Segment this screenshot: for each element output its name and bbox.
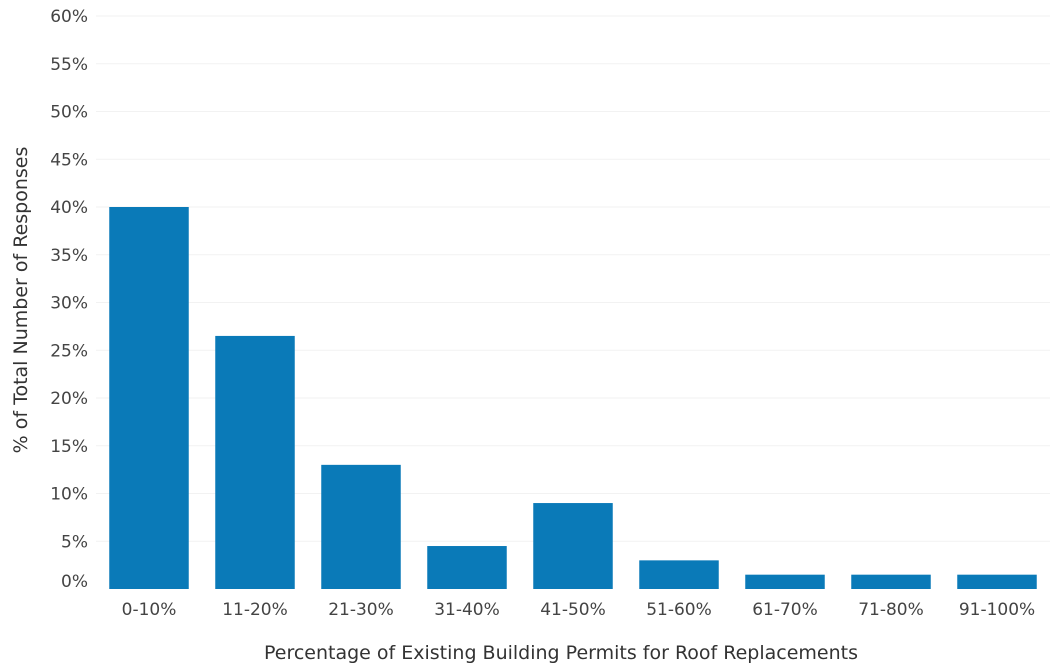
x-tick-label: 71-80% — [858, 600, 924, 620]
y-tick-label: 5% — [61, 532, 88, 552]
bar — [533, 503, 613, 589]
y-tick-label: 20% — [50, 389, 88, 409]
y-tick-label: 15% — [50, 437, 88, 457]
bar — [215, 335, 295, 589]
x-tick-label: 0-10% — [122, 600, 177, 620]
x-tick-label: 41-50% — [540, 600, 606, 620]
bar — [321, 464, 401, 589]
y-tick-label: 0% — [61, 572, 88, 592]
y-axis-title: % of Total Number of Responses — [10, 147, 32, 454]
bars — [109, 207, 1037, 589]
bar — [639, 560, 719, 589]
y-tick-label: 60% — [50, 7, 88, 27]
x-tick-label: 31-40% — [434, 600, 500, 620]
x-tick-label: 11-20% — [222, 600, 288, 620]
y-tick-label: 35% — [50, 246, 88, 266]
x-axis-title: Percentage of Existing Building Permits … — [264, 642, 858, 664]
y-tick-label: 25% — [50, 341, 88, 361]
y-tick-label: 10% — [50, 485, 88, 505]
y-tick-label: 40% — [50, 198, 88, 218]
y-tick-label: 50% — [50, 103, 88, 123]
bar — [109, 207, 189, 589]
bar — [957, 574, 1037, 589]
y-tick-label: 55% — [50, 55, 88, 75]
y-axis-ticks: 0% 5% 10% 15% 20% 25% 30% 35% 40% 45% 50% 55% 60% — [50, 7, 88, 592]
bar — [427, 546, 507, 589]
x-tick-label: 61-70% — [752, 600, 818, 620]
x-tick-label: 51-60% — [646, 600, 712, 620]
bar — [745, 574, 825, 589]
x-tick-label: 91-100% — [959, 600, 1035, 620]
x-axis-ticks: 0-10% 11-20% 21-30% 31-40% 41-50% 51-60% 61-70… — [122, 600, 1036, 620]
x-tick-label: 21-30% — [328, 600, 394, 620]
bar — [851, 574, 931, 589]
y-tick-label: 45% — [50, 150, 88, 170]
y-tick-label: 30% — [50, 294, 88, 314]
